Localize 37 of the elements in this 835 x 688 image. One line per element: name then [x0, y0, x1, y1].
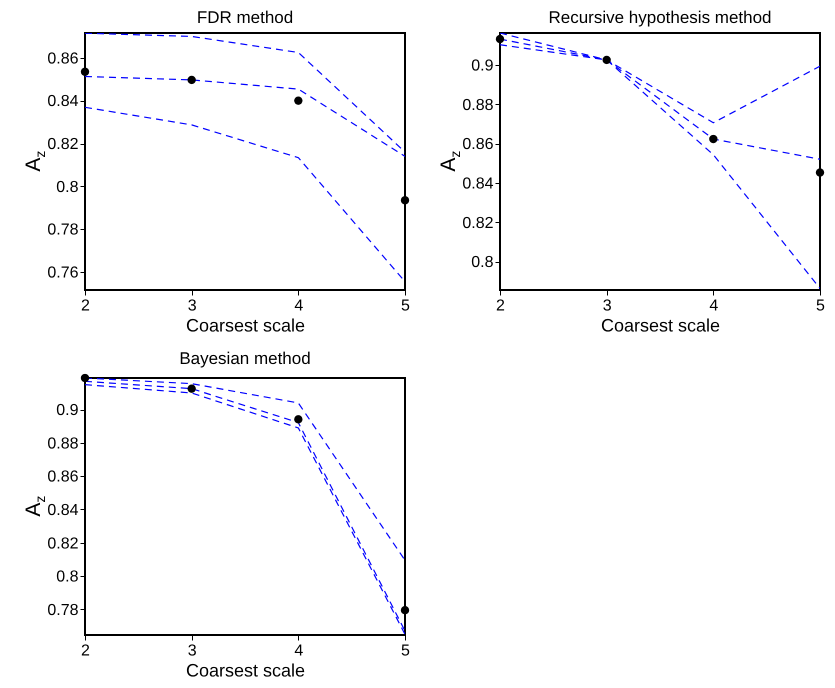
x-tick-label: 2 — [81, 298, 90, 314]
y-tick-label: 0.86 — [47, 468, 79, 486]
x-tick-label: 4 — [709, 298, 718, 314]
y-tick-label: 0.86 — [47, 50, 79, 68]
y-tick-label: 0.8 — [471, 254, 494, 272]
x-tick-label: 2 — [81, 642, 90, 660]
y-tick-label: 0.78 — [47, 222, 79, 239]
x-axis-title: Coarsest scale — [186, 660, 306, 680]
x-axis-title: Coarsest scale — [186, 316, 306, 336]
y-tick-label: 0.86 — [462, 136, 494, 154]
y-tick-label: 0.82 — [47, 136, 79, 154]
x-tick-label: 4 — [294, 642, 304, 660]
x-tick-label: 5 — [401, 642, 410, 660]
y-tick-label: 0.88 — [462, 96, 494, 114]
y-tick-label: 0.88 — [47, 435, 79, 452]
x-tick-label: 2 — [496, 298, 506, 314]
y-tick-label: 0.84 — [47, 502, 79, 519]
chart-title: Recursive hypothesis method — [548, 8, 772, 27]
y-tick-label: 0.76 — [47, 264, 79, 282]
x-tick-label: 5 — [816, 298, 826, 314]
x-tick-label: 3 — [602, 298, 612, 314]
chart-title: Bayesian method — [179, 348, 311, 368]
y-tick-label: 0.9 — [56, 402, 79, 420]
y-tick-label: 0.8 — [56, 568, 79, 586]
x-tick-label: 3 — [188, 298, 197, 314]
x-tick-label: 4 — [294, 298, 304, 314]
y-tick-label: 0.84 — [47, 93, 79, 110]
x-axis-title: Coarsest scale — [600, 316, 720, 336]
y-tick-label: 0.82 — [47, 535, 79, 552]
y-tick-label: 0.78 — [47, 602, 79, 619]
y-tick-label: 0.8 — [56, 178, 79, 196]
y-tick-label: 0.9 — [471, 58, 494, 75]
x-tick-label: 5 — [401, 298, 410, 314]
y-tick-label: 0.84 — [462, 176, 494, 192]
y-tick-label: 0.82 — [462, 214, 494, 232]
x-tick-label: 3 — [188, 642, 197, 660]
chart-title: FDR method — [196, 8, 294, 27]
